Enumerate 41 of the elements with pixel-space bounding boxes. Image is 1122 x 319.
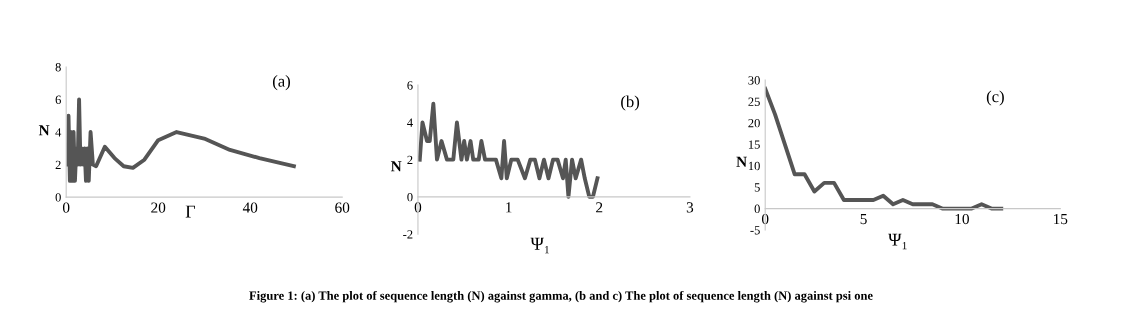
- x-tick-label: 2: [596, 202, 603, 213]
- x-tick-label: 0: [62, 202, 70, 213]
- x-tick-label: 60: [335, 202, 350, 213]
- line-series: [765, 86, 1004, 211]
- x-tick-label: 3: [686, 202, 694, 213]
- x-tick-label: 5: [860, 214, 867, 225]
- y-tick-label: 4: [55, 128, 62, 137]
- y-tick-label: 4: [407, 118, 413, 127]
- y-tick-label: 2: [55, 160, 61, 169]
- line-series: [417, 101, 600, 199]
- x-tick-label: 40: [242, 202, 258, 213]
- y-tick-label: 15: [748, 140, 760, 149]
- annotation: (c): [986, 90, 1004, 106]
- y-axis-title: N: [736, 156, 747, 167]
- x-axis-title: Ψ₁: [530, 237, 549, 254]
- y-axis-title: N: [390, 161, 402, 172]
- y-tick-label: 0: [407, 192, 413, 202]
- y-axis-title: N: [38, 125, 50, 136]
- caption: Figure 1: (a) The plot of sequence length (N) against gamma, (b and c) The plot of sequence length (N) against psi one: [249, 290, 873, 303]
- x-tick-label: 0: [414, 202, 422, 213]
- y-tick-label: 6: [407, 81, 413, 90]
- y-tick-label: 0: [55, 193, 61, 202]
- annotation: (b): [621, 95, 640, 111]
- annotation: (a): [272, 75, 290, 91]
- line-series: [66, 97, 296, 183]
- y-tick-label: 10: [748, 161, 760, 171]
- y-tick-label: 2: [407, 155, 413, 164]
- y-tick-label: 30: [748, 76, 760, 85]
- x-axis-title: Ψ₁: [888, 233, 907, 250]
- y-tick-label: 6: [55, 95, 61, 104]
- y-tick-label: -2: [403, 230, 413, 239]
- x-tick-label: 1: [506, 202, 512, 213]
- x-axis-title: Γ: [185, 205, 196, 218]
- y-tick-label: 8: [55, 63, 61, 72]
- y-tick-label: -5: [750, 226, 760, 235]
- y-tick-label: 5: [754, 183, 760, 192]
- y-tick-label: 25: [748, 97, 760, 106]
- x-tick-label: 10: [955, 213, 969, 225]
- x-tick-label: 20: [151, 202, 166, 213]
- y-tick-label: 20: [748, 118, 760, 128]
- x-tick-label: 15: [1053, 213, 1068, 225]
